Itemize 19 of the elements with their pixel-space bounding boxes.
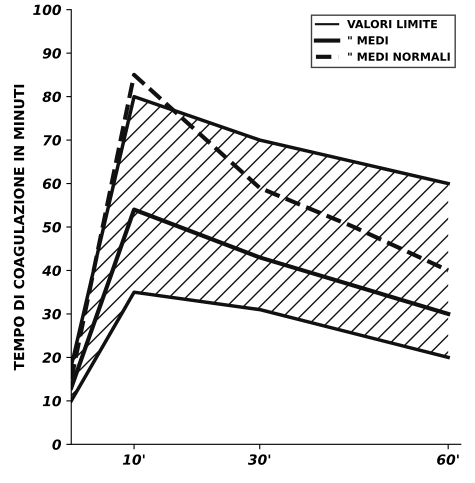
y-tick-label: 10 [42, 396, 62, 406]
x-tick-label: 30' [248, 454, 270, 465]
y-tick-label: 100 [33, 4, 62, 16]
y-tick-label: 70 [43, 135, 62, 146]
x-tick-label: 10' [122, 454, 145, 465]
x-tick-label: 60' [437, 454, 459, 465]
legend-label: " MEDI [348, 36, 388, 44]
y-tick-label: 20 [42, 352, 62, 363]
line-series [71, 290, 450, 403]
legend-label: VALORI LIMITE [347, 20, 437, 28]
y-tick-label: 0 [52, 439, 62, 450]
y-tick-label: 50 [42, 222, 62, 232]
y-tick-label: 40 [42, 265, 62, 276]
legend-label: " MEDI NORMALI [348, 52, 450, 61]
y-tick-label: 90 [42, 48, 62, 59]
y-tick-label: 30 [42, 308, 62, 320]
y-tick-label: 60 [42, 178, 62, 190]
y-axis-title: TEMPO DI COAGULAZIONE IN MINUTI [14, 84, 24, 370]
y-tick-label: 80 [42, 92, 62, 102]
